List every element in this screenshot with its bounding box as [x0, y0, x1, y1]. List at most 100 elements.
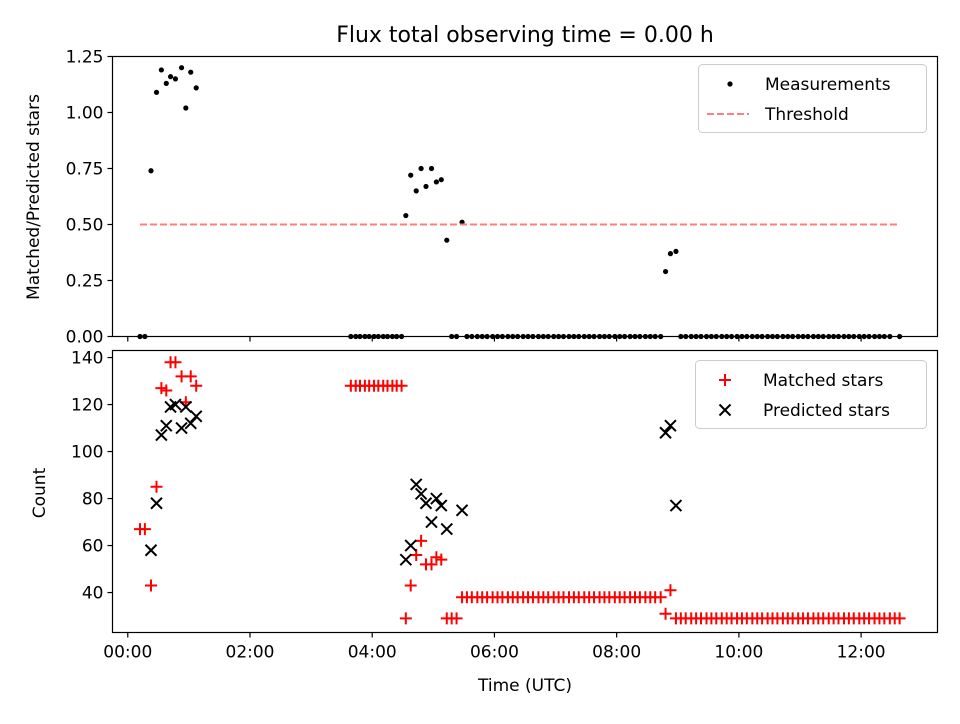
measurement-point	[148, 168, 154, 174]
measurement-point	[403, 212, 409, 219]
predicted-stars-point	[160, 419, 173, 432]
measurement-point	[673, 248, 679, 254]
x-axis-label: Time (UTC)	[477, 676, 572, 696]
measurement-point	[667, 251, 674, 257]
legend-predicted-label: Predicted stars	[763, 401, 890, 421]
bottom-x-tick-label: 06:00	[470, 643, 519, 663]
bottom-x-tick-label: 04:00	[348, 643, 397, 663]
matched-stars-point	[450, 612, 463, 625]
measurement-point	[444, 237, 450, 243]
predicted-stars-point	[430, 492, 443, 505]
matched-stars-point	[184, 370, 197, 383]
predicted-stars-point	[425, 515, 438, 529]
matched-stars-point	[654, 591, 667, 604]
legend-predicted-marker	[718, 403, 732, 417]
top-axis-ticks: 0.00 0.25 0.50 0.75 1.00 1.25	[66, 48, 862, 348]
measurement-point	[193, 85, 199, 91]
matched-stars-point	[150, 480, 163, 493]
bottom-y-tick-label: 100	[71, 443, 103, 463]
bottom-x-tick-label: 02:00	[226, 643, 275, 663]
top-y-tick-label: 0.50	[66, 216, 104, 236]
top-legend-box	[698, 64, 927, 133]
predicted-stars-point	[404, 539, 417, 552]
measurement-point	[163, 80, 169, 86]
matched-stars-point	[659, 607, 672, 620]
top-y-tick-label: 0.25	[66, 272, 104, 292]
top-y-axis-label: Matched/Predicted stars	[24, 94, 44, 300]
bottom-x-tick-label: 08:00	[592, 643, 641, 663]
measurement-point	[188, 69, 194, 75]
matched-stars-point	[190, 379, 203, 392]
matched-stars-point	[399, 612, 412, 625]
predicted-stars-point	[179, 400, 193, 414]
predicted-stars-point	[659, 426, 672, 439]
matched-stars-point	[138, 523, 151, 536]
legend-measurements-label: Measurements	[765, 75, 891, 95]
top-y-tick-label: 1.25	[66, 48, 104, 68]
top-panel: Flux total observing time = 0.00 h 0.00 0…	[24, 23, 939, 348]
top-y-tick-label: 0.00	[66, 328, 104, 348]
predicted-stars-point	[455, 504, 469, 517]
matched-stars-point	[160, 384, 173, 397]
measurement-point	[433, 179, 439, 185]
predicted-stars-point	[435, 499, 448, 512]
predicted-stars-point	[669, 499, 683, 512]
matched-stars-point	[893, 612, 906, 625]
matched-stars-point	[664, 584, 677, 597]
predicted-stars-point	[175, 421, 188, 435]
bottom-y-axis-label: Count	[30, 467, 50, 518]
matched-stars-point	[425, 558, 438, 571]
measurement-point	[172, 76, 179, 82]
bottom-legend: Matched stars Predicted stars	[695, 360, 927, 429]
matched-stars-point	[415, 534, 428, 547]
chart-title: Flux total observing time = 0.00 h	[336, 23, 714, 48]
measurement-point	[423, 183, 429, 190]
matched-stars-point	[395, 379, 408, 392]
predicted-stars-point	[150, 497, 163, 510]
predicted-stars-point	[169, 398, 182, 411]
measurement-point	[662, 268, 669, 275]
predicted-stars-point	[190, 410, 203, 423]
predicted-stars-point	[414, 487, 428, 501]
measurement-point	[167, 74, 174, 80]
measurement-point	[428, 165, 435, 172]
top-axes-frame	[111, 55, 939, 338]
bottom-y-tick-label: 60	[82, 537, 104, 557]
predicted-stars-point	[184, 417, 197, 430]
bottom-y-tick-label: 80	[82, 490, 104, 510]
measurement-point	[438, 177, 444, 183]
top-y-tick-label: 1.00	[66, 104, 104, 124]
bottom-panel: 00:00 02:00 04:00 06:00 08:00 10:00 12:00 40 60 8…	[30, 349, 939, 696]
bottom-x-tick-label: 12:00	[837, 643, 886, 663]
predicted-stars-point	[399, 553, 413, 566]
predicted-stars-point	[419, 497, 433, 510]
measurement-point	[413, 188, 419, 194]
matched-stars-point	[435, 553, 448, 566]
legend-measurements-marker	[727, 81, 733, 87]
matched-stars-point	[169, 356, 182, 369]
measurement-point	[418, 165, 424, 172]
bottom-x-tick-label: 00:00	[103, 643, 152, 663]
predicted-stars-point	[155, 428, 168, 442]
predicted-stars-point	[144, 544, 158, 557]
predicted-stars-point	[440, 522, 453, 536]
measurement-point	[178, 65, 185, 71]
matched-stars-point	[404, 579, 417, 592]
predicted-stars-point	[410, 478, 423, 491]
bottom-legend-box	[695, 360, 927, 429]
bottom-series-layer	[134, 356, 906, 625]
matched-stars-point	[145, 579, 157, 592]
measurement-point	[183, 105, 189, 111]
measurement-point	[153, 89, 160, 95]
bottom-x-tick-label: 10:00	[714, 643, 763, 663]
top-legend: Measurements Threshold	[698, 64, 927, 133]
measurement-point	[158, 67, 164, 73]
predicted-stars-point	[664, 419, 677, 432]
bottom-y-tick-label: 140	[71, 349, 103, 369]
legend-threshold-label: Threshold	[764, 105, 849, 125]
measurement-point	[408, 172, 414, 178]
legend-matched-label: Matched stars	[763, 371, 883, 391]
legend-matched-marker	[719, 374, 731, 386]
bottom-y-tick-label: 120	[71, 396, 103, 416]
